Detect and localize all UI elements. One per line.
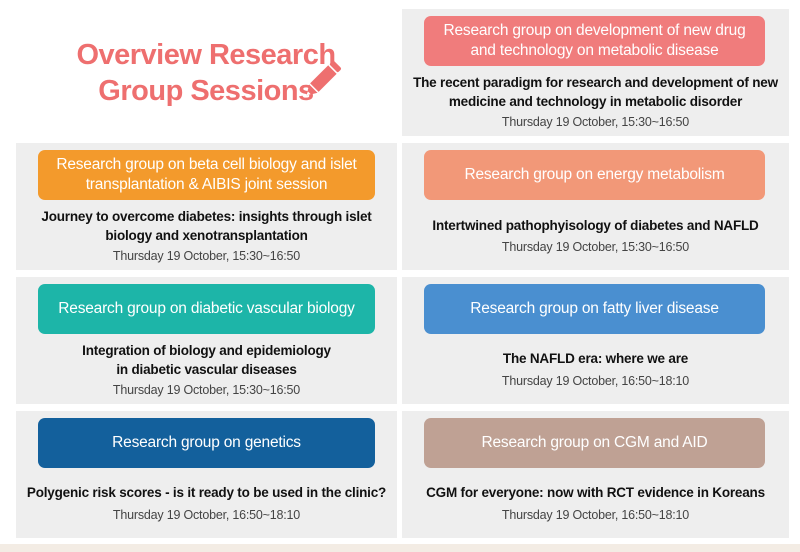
session-topic: The recent paradigm for research and dev… — [413, 75, 778, 109]
session-time: Thursday 19 October, 15:30~16:50 — [112, 383, 301, 397]
session-topic: Polygenic risk scores - is it ready to b… — [26, 485, 387, 500]
session-topic: Journey to overcome diabetes: insights t… — [41, 209, 372, 243]
session-card-vascular-biology: Research group on diabetic vascular biol… — [16, 277, 397, 404]
session-group-label: Research group on genetics — [38, 418, 375, 468]
session-topic: The NAFLD era: where we are — [502, 351, 689, 366]
session-group-label: Research group on diabetic vascular biol… — [38, 284, 375, 334]
page-title-line-2: Group Sessions — [98, 75, 314, 107]
session-card-new-drug: Research group on development of new dru… — [402, 9, 789, 136]
session-time: Thursday 19 October, 16:50~18:10 — [501, 374, 690, 388]
session-group-label: Research group on CGM and AID — [424, 418, 765, 468]
session-topic: CGM for everyone: now with RCT evidence … — [426, 485, 765, 500]
session-topic: Intertwined pathophyisology of diabetes … — [432, 218, 759, 233]
page-title: Overview Research Group Sessions — [76, 37, 336, 109]
page-title-line-1: Overview Research — [76, 39, 336, 71]
session-topic: Integration of biology and epidemiology … — [82, 343, 331, 377]
session-card-genetics: Research group on genetics Polygenic ris… — [16, 411, 397, 538]
hero-section: Overview Research Group Sessions — [16, 10, 396, 136]
pencil-icon — [306, 61, 341, 96]
session-group-label: Research group on fatty liver disease — [424, 284, 765, 334]
session-time: Thursday 19 October, 15:30~16:50 — [501, 240, 690, 254]
session-time: Thursday 19 October, 15:30~16:50 — [112, 249, 301, 263]
session-time: Thursday 19 October, 16:50~18:10 — [501, 508, 690, 522]
session-card-beta-cell: Research group on beta cell biology and … — [16, 143, 397, 270]
session-card-cgm-aid: Research group on CGM and AID CGM for ev… — [402, 411, 789, 538]
footer-strip — [0, 544, 800, 552]
session-time: Thursday 19 October, 15:30~16:50 — [501, 115, 690, 129]
session-group-label: Research group on energy metabolism — [424, 150, 765, 200]
session-time: Thursday 19 October, 16:50~18:10 — [112, 508, 301, 522]
session-group-label: Research group on development of new dru… — [424, 16, 765, 66]
session-card-energy-metabolism: Research group on energy metabolism Inte… — [402, 143, 789, 270]
session-card-fatty-liver: Research group on fatty liver disease Th… — [402, 277, 789, 404]
session-group-label: Research group on beta cell biology and … — [38, 150, 375, 200]
